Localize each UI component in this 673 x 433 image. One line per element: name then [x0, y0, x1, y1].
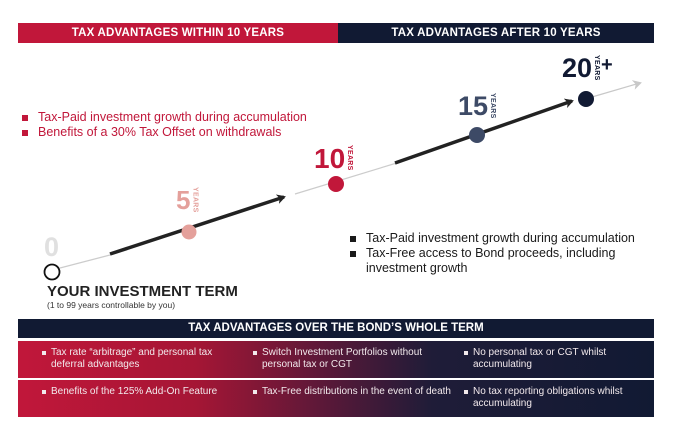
investment-term-title: YOUR INVESTMENT TERM	[47, 283, 238, 300]
milestone-number: 20	[562, 53, 593, 83]
milestone-dot-10	[328, 176, 344, 192]
list-item: Tax-Paid investment growth during accumu…	[350, 231, 650, 246]
header-within-10-years: TAX ADVANTAGES WITHIN 10 YEARS	[18, 23, 338, 43]
list-item: Benefits of a 30% Tax Offset on withdraw…	[22, 125, 307, 140]
bond-advantage-item: Switch Investment Portfolios without per…	[253, 347, 453, 371]
milestone-years-label: YEARS	[593, 55, 601, 81]
within-10-years-list: Tax-Paid investment growth during accumu…	[22, 110, 307, 140]
milestone-label-10: 10 YEARS	[314, 145, 353, 173]
milestone-years-label: YEARS	[346, 145, 354, 171]
milestone-dot-20	[578, 91, 594, 107]
milestone-plus: +	[601, 54, 613, 76]
milestone-number: 0	[44, 232, 60, 262]
milestone-label-15: 15 YEARS	[458, 93, 496, 120]
bond-whole-term-header: TAX ADVANTAGES OVER THE BOND’S WHOLE TER…	[18, 319, 654, 338]
bond-advantage-item: Benefits of the 125% Add-On Feature	[42, 386, 242, 398]
milestone-number: 10	[314, 143, 346, 174]
after-10-years-list: Tax-Paid investment growth during accumu…	[350, 231, 650, 276]
list-item: Tax-Paid investment growth during accumu…	[22, 110, 307, 125]
bond-advantage-item: No tax reporting obligations whilst accu…	[464, 386, 649, 410]
bond-advantage-item: No personal tax or CGT whilst accumulati…	[464, 347, 649, 371]
timeline-line-mid	[294, 161, 401, 195]
list-item: Tax-Free access to Bond proceeds, includ…	[350, 246, 650, 276]
milestone-number: 5	[176, 185, 191, 215]
milestone-label-20: 20 YEARS +	[562, 55, 613, 82]
milestone-label-5: 5 YEARS	[176, 187, 198, 213]
milestone-label-0: 0	[44, 234, 59, 261]
bond-advantages-row: Benefits of the 125% Add-On Feature Tax-…	[18, 380, 654, 417]
bond-advantages-row: Tax rate “arbitrage” and personal tax de…	[18, 341, 654, 378]
bond-advantage-item: Tax-Free distributions in the event of d…	[253, 386, 453, 398]
timeline-line-end	[591, 80, 642, 98]
timeline-arrow-1	[109, 194, 286, 256]
timeline-diagram	[43, 80, 642, 281]
timeline-line-start	[59, 254, 111, 269]
milestone-years-label: YEARS	[191, 187, 199, 213]
investment-term-subtitle: (1 to 99 years controllable by you)	[47, 300, 176, 310]
bond-advantage-item: Tax rate “arbitrage” and personal tax de…	[42, 347, 242, 371]
milestone-number: 15	[458, 91, 489, 121]
milestone-years-label: YEARS	[489, 93, 497, 119]
milestone-dot-5	[181, 224, 197, 240]
header-after-10-years: TAX ADVANTAGES AFTER 10 YEARS	[338, 23, 654, 43]
milestone-dot-0	[43, 263, 61, 281]
milestone-dot-15	[469, 127, 485, 143]
